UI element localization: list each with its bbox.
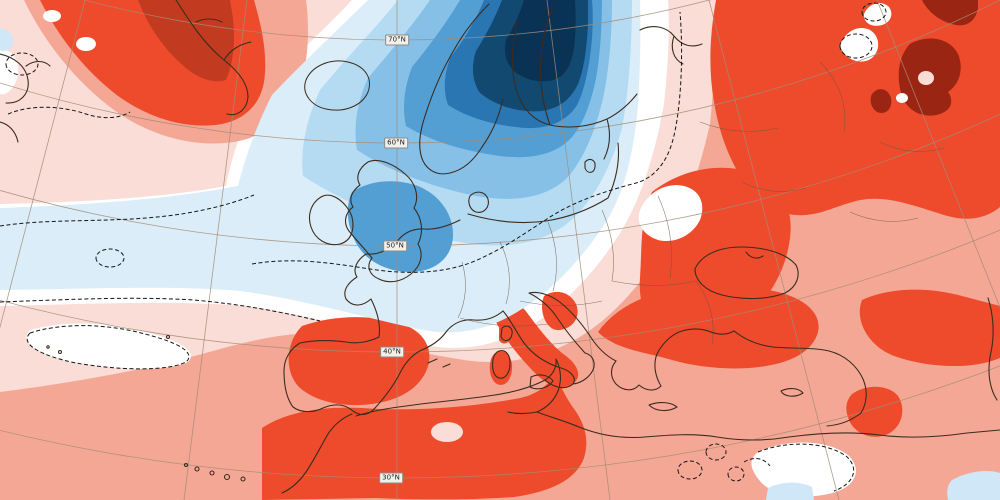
border-line xyxy=(611,280,697,286)
island-madeira xyxy=(165,334,171,340)
coastline-turkey-levant xyxy=(733,330,867,427)
warm-dark-greenland xyxy=(138,0,234,82)
island-canary xyxy=(240,476,246,482)
neutral-patch-libya xyxy=(751,442,856,497)
warm-strong-sardinia xyxy=(489,351,513,385)
coastline-gotland xyxy=(584,158,596,173)
border-line xyxy=(601,209,614,282)
cold-4-core-region xyxy=(504,0,576,82)
latitude-label-text: 60°N xyxy=(387,138,405,147)
coastline-greece xyxy=(610,328,735,391)
cold-1-region-uk xyxy=(347,181,454,272)
graticule-meridian-w2 xyxy=(0,0,86,329)
island-canary xyxy=(209,470,215,476)
warm-extreme-russia-small xyxy=(870,89,892,114)
warm-extreme-russia-top xyxy=(922,0,978,26)
border-line xyxy=(657,195,672,279)
coastline-baltic xyxy=(467,7,638,224)
island-azores xyxy=(46,345,50,349)
latitude-label-70n: 70°N xyxy=(385,34,409,46)
contour-dashed-zero-line xyxy=(251,11,683,273)
coastline-baffin xyxy=(0,53,51,143)
pale-blue-wedge-bottom-a xyxy=(766,482,814,500)
coastline-great-britain xyxy=(344,159,423,283)
contour-dashed-atlantic-north xyxy=(0,194,255,227)
warm-strong-alps-balkans-a xyxy=(541,291,578,331)
neutral-patch-russia-b xyxy=(863,3,892,26)
latitude-label-60n: 60°N xyxy=(384,137,408,149)
coastline-iceland xyxy=(304,60,370,111)
coastline-cyprus xyxy=(780,388,804,397)
graticule-meridian-w1 xyxy=(183,0,248,500)
border-line xyxy=(695,280,714,345)
island-canary xyxy=(223,473,231,481)
latitude-label-text: 40°N xyxy=(383,347,401,356)
coastline-sicily xyxy=(529,374,554,390)
neutral-patch-baltics-east xyxy=(638,185,703,242)
graticule-meridian-e3 xyxy=(876,0,1000,309)
border-line xyxy=(519,300,603,306)
neutral-patch-labrador-a xyxy=(43,10,61,22)
latitude-label-40n: 40°N xyxy=(380,346,404,358)
coastline-denmark xyxy=(468,191,489,213)
pale-blue-wedge-left-top xyxy=(0,28,14,52)
border-line xyxy=(879,141,945,152)
latitude-label-text: 30°N xyxy=(382,473,400,482)
coastline-balearics xyxy=(427,358,451,368)
neutral-patch-russia-c xyxy=(896,93,908,103)
border-line xyxy=(741,181,807,192)
anomaly-contours xyxy=(0,2,887,492)
contour-dashed-labrador xyxy=(5,52,131,119)
graticule-meridian-e1 xyxy=(546,0,611,500)
graticule-meridian-e2 xyxy=(708,0,840,500)
neutral-patch-labrador-b xyxy=(76,37,96,51)
warm-strong-caucasus-east-edge xyxy=(859,289,1000,367)
algeria-pale-hole xyxy=(431,422,463,442)
country-borders xyxy=(457,61,945,345)
coastline-crete xyxy=(648,402,678,412)
contour-dashed-russia-loops xyxy=(839,2,887,59)
warm-strong-turkey-aegean xyxy=(598,285,819,369)
island-canary xyxy=(183,462,189,468)
border-line xyxy=(819,61,846,133)
warm-strong-levant-blob xyxy=(846,386,903,437)
coastline-mainland-west xyxy=(283,219,504,416)
warm-strong-italy xyxy=(493,301,579,388)
border-line xyxy=(699,121,779,132)
coastline-corsica xyxy=(500,325,513,342)
warm-strong-northwest-africa xyxy=(262,370,587,500)
warm-ring-hole xyxy=(918,71,934,85)
island-canary xyxy=(194,466,200,472)
coastline-sardinia xyxy=(491,350,511,379)
coastline-kola xyxy=(639,26,703,65)
coastline-italy xyxy=(502,291,617,389)
border-line xyxy=(457,261,466,319)
coastline-greenland xyxy=(175,0,252,116)
coastline-norway xyxy=(419,3,504,175)
coastline-ireland xyxy=(308,194,354,246)
coastline-north-africa xyxy=(281,358,1000,494)
contour-dashed-libya-loops xyxy=(677,443,771,482)
neutral-patch-atlantic xyxy=(26,323,191,369)
contour-dashed-atlantic-loop-small xyxy=(95,248,125,268)
contour-dashed-atlantic-south xyxy=(0,297,321,322)
coastline-black-sea xyxy=(694,246,799,300)
pale-blue-wedge-bottom-b xyxy=(947,471,1000,500)
island-azores xyxy=(57,349,63,355)
contour-dashed-libya-blob xyxy=(757,443,855,492)
latitude-label-text: 70°N xyxy=(388,35,406,44)
border-line xyxy=(547,221,557,292)
latitude-label-text: 50°N xyxy=(386,241,404,250)
latitude-label-30n: 30°N xyxy=(379,472,403,484)
coastline-caspian xyxy=(987,297,998,401)
border-line xyxy=(849,211,919,222)
latitude-label-50n: 50°N xyxy=(383,240,407,252)
